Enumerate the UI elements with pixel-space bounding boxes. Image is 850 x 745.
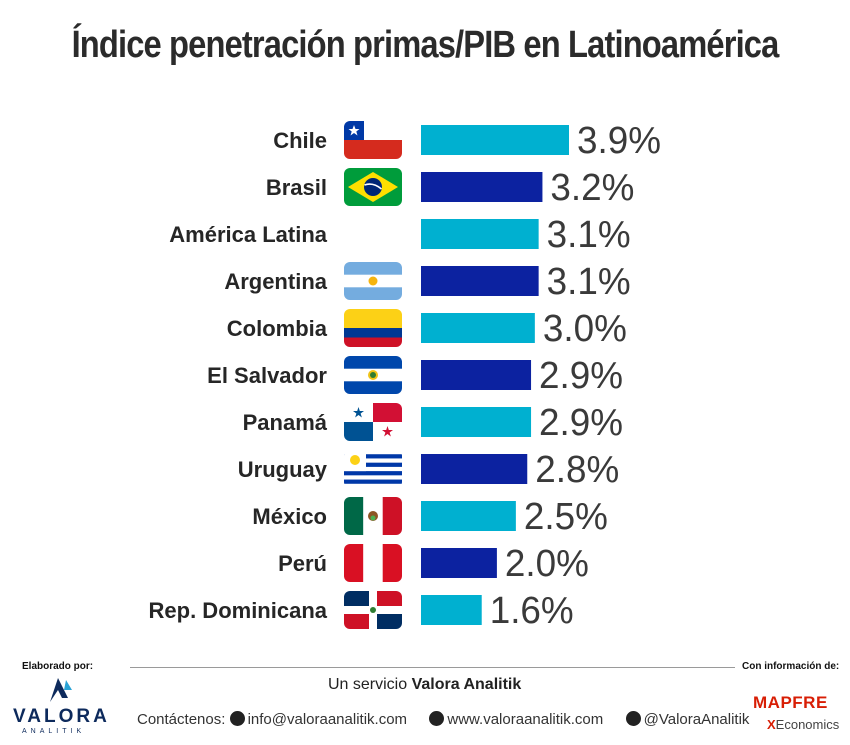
contact-prefix: Contáctenos:	[137, 711, 226, 728]
category-label: Chile	[273, 128, 327, 153]
mexico-flag-icon	[344, 497, 402, 535]
bar	[421, 407, 532, 437]
bar	[421, 266, 539, 296]
valora-logo-text: VALORA	[13, 706, 110, 727]
bar	[421, 219, 539, 249]
value-label: 3.1%	[547, 214, 631, 256]
bar	[421, 501, 516, 531]
panama-flag-icon	[344, 403, 402, 441]
value-label: 2.9%	[539, 402, 623, 444]
service-credit: Un servicio Valora Analitik	[328, 676, 521, 694]
economics-logo-text: Economics	[775, 717, 840, 732]
dominican-republic-flag-icon	[344, 591, 402, 629]
twitter-icon	[625, 711, 641, 726]
bar	[421, 313, 535, 343]
value-label: 3.2%	[550, 167, 634, 209]
service-brand: Valora Analitik	[411, 676, 522, 693]
bar-chart: Chile 3.9% Brasil 3.2% América Latina 3.1% Arg…	[149, 120, 661, 632]
contact-bar: Contáctenos: info@valoraanalitik.com www…	[137, 711, 749, 728]
valora-logo-subtext: ANALITIK	[22, 728, 86, 735]
twitter-link[interactable]: @ValoraAnalitik	[643, 711, 750, 728]
value-label: 3.0%	[543, 308, 627, 350]
value-label: 1.6%	[490, 590, 574, 632]
peru-flag-icon	[344, 544, 402, 582]
category-label: México	[252, 504, 327, 529]
email-link[interactable]: info@valoraanalitik.com	[247, 711, 408, 728]
economics-x-icon: X	[767, 717, 776, 732]
chart-title: Índice penetración primas/PIB en Latinoa…	[71, 24, 780, 66]
website-link[interactable]: www.valoraanalitik.com	[447, 711, 604, 728]
value-label: 2.0%	[505, 543, 589, 585]
valora-logo-icon	[50, 678, 72, 702]
bar	[421, 125, 569, 155]
economics-logo: XEconomics	[767, 717, 839, 732]
bar	[421, 172, 543, 202]
colombia-flag-icon	[344, 309, 402, 347]
value-label: 2.5%	[524, 496, 608, 538]
value-label: 3.1%	[547, 261, 631, 303]
category-label: América Latina	[169, 222, 327, 247]
value-label: 2.9%	[539, 355, 623, 397]
bar	[421, 360, 532, 390]
value-label: 2.8%	[535, 449, 619, 491]
chile-flag-icon	[344, 121, 402, 159]
category-label: Panamá	[243, 410, 328, 435]
bar	[421, 454, 528, 484]
footer-divider	[130, 667, 735, 668]
service-prefix: Un servicio	[328, 676, 412, 693]
bar	[421, 548, 497, 578]
category-label: El Salvador	[207, 363, 327, 388]
elaborado-label: Elaborado por:	[22, 661, 94, 672]
source-label: Con información de:	[742, 661, 840, 672]
category-label: Uruguay	[238, 457, 328, 482]
uruguay-flag-icon	[344, 450, 402, 488]
category-label: Rep. Dominicana	[149, 598, 328, 623]
bar	[421, 595, 482, 625]
value-label: 3.9%	[577, 120, 661, 162]
category-label: Colombia	[227, 316, 328, 341]
el-salvador-flag-icon	[344, 356, 402, 394]
argentina-flag-icon	[344, 262, 402, 300]
brazil-flag-icon	[344, 168, 402, 206]
category-label: Argentina	[224, 269, 327, 294]
web-icon	[429, 711, 445, 726]
email-icon	[229, 711, 245, 726]
category-label: Perú	[278, 551, 327, 576]
mapfre-logo: MAPFRE	[753, 693, 828, 712]
category-label: Brasil	[266, 175, 327, 200]
